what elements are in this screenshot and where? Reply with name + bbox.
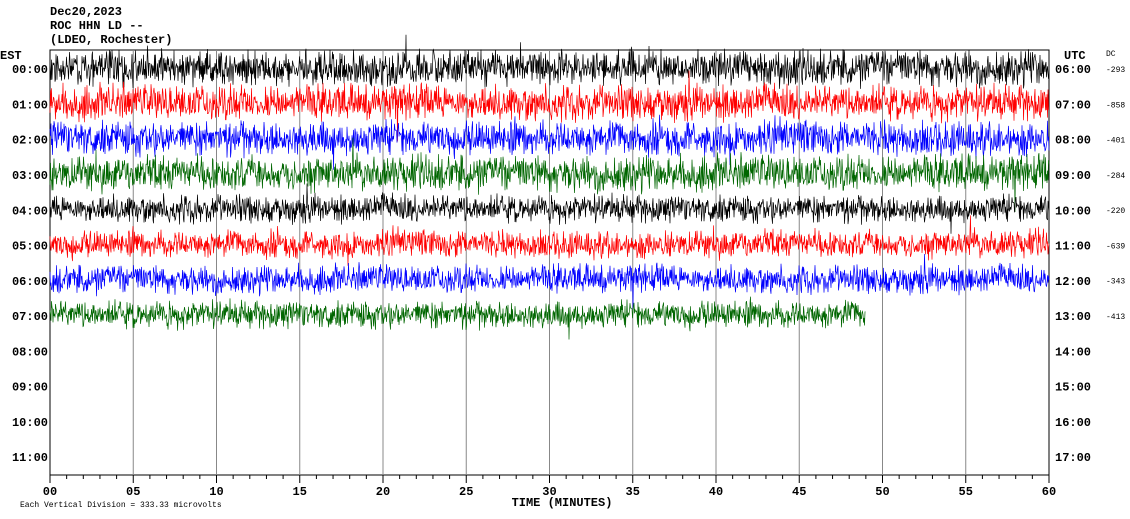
x-tick-label: 10	[209, 485, 223, 499]
dc-value: -343	[1106, 278, 1125, 287]
trace	[49, 34, 1050, 89]
utc-tick-label: 09:00	[1055, 169, 1091, 183]
est-tick-label: 11:00	[12, 451, 48, 465]
x-tick-label: 60	[1042, 485, 1056, 499]
dc-value: -284	[1106, 172, 1125, 181]
est-tick-label: 00:00	[12, 63, 48, 77]
x-tick-label: 35	[626, 485, 640, 499]
trace	[49, 70, 1049, 142]
trace	[49, 137, 1050, 213]
x-tick-label: 05	[126, 485, 140, 499]
dc-value: -401	[1106, 137, 1125, 146]
utc-tick-label: 13:00	[1055, 310, 1091, 324]
est-tick-label: 03:00	[12, 169, 48, 183]
est-tick-label: 02:00	[12, 134, 48, 148]
utc-tick-label: 16:00	[1055, 416, 1091, 430]
header-line: ROC HHN LD --	[50, 19, 144, 33]
est-tick-label: 05:00	[12, 240, 48, 254]
est-tick-label: 10:00	[12, 416, 48, 430]
est-tick-label: 08:00	[12, 345, 48, 359]
header-line: (LDEO, Rochester)	[50, 33, 172, 47]
dc-label: DC	[1106, 50, 1116, 59]
est-tick-label: 01:00	[12, 98, 48, 112]
header-line: Dec20,2023	[50, 5, 122, 19]
est-tick-label: 09:00	[12, 381, 48, 395]
x-tick-label: 30	[542, 485, 556, 499]
x-tick-label: 25	[459, 485, 473, 499]
est-tick-label: 04:00	[12, 204, 48, 218]
utc-tick-label: 08:00	[1055, 134, 1091, 148]
trace	[49, 114, 1050, 170]
x-tick-label: 00	[43, 485, 57, 499]
utc-tick-label: 11:00	[1055, 240, 1091, 254]
trace	[49, 215, 1050, 266]
trace	[49, 183, 1050, 234]
utc-tick-label: 07:00	[1055, 98, 1091, 112]
utc-tick-label: 17:00	[1055, 451, 1091, 465]
est-tick-label: 07:00	[12, 310, 48, 324]
x-axis-label: TIME (MINUTES)	[512, 496, 613, 510]
x-tick-label: 50	[875, 485, 889, 499]
x-tick-label: 40	[709, 485, 723, 499]
utc-tick-label: 15:00	[1055, 381, 1091, 395]
dc-value: -413	[1106, 313, 1125, 322]
utc-tick-label: 12:00	[1055, 275, 1091, 289]
trace	[49, 253, 1050, 310]
dc-value: -293	[1106, 66, 1125, 75]
dc-value: -220	[1106, 207, 1125, 216]
x-tick-label: 45	[792, 485, 806, 499]
trace	[49, 296, 866, 340]
x-tick-label: 15	[293, 485, 307, 499]
est-label: EST	[0, 49, 22, 63]
dc-value: -858	[1106, 101, 1125, 110]
dc-value: -639	[1106, 242, 1125, 251]
utc-label: UTC	[1064, 49, 1086, 63]
x-tick-label: 55	[959, 485, 973, 499]
est-tick-label: 06:00	[12, 275, 48, 289]
utc-tick-label: 06:00	[1055, 63, 1091, 77]
utc-tick-label: 14:00	[1055, 345, 1091, 359]
x-tick-label: 20	[376, 485, 390, 499]
footer: Each Vertical Division = 333.33 microvol…	[20, 501, 222, 510]
utc-tick-label: 10:00	[1055, 204, 1091, 218]
